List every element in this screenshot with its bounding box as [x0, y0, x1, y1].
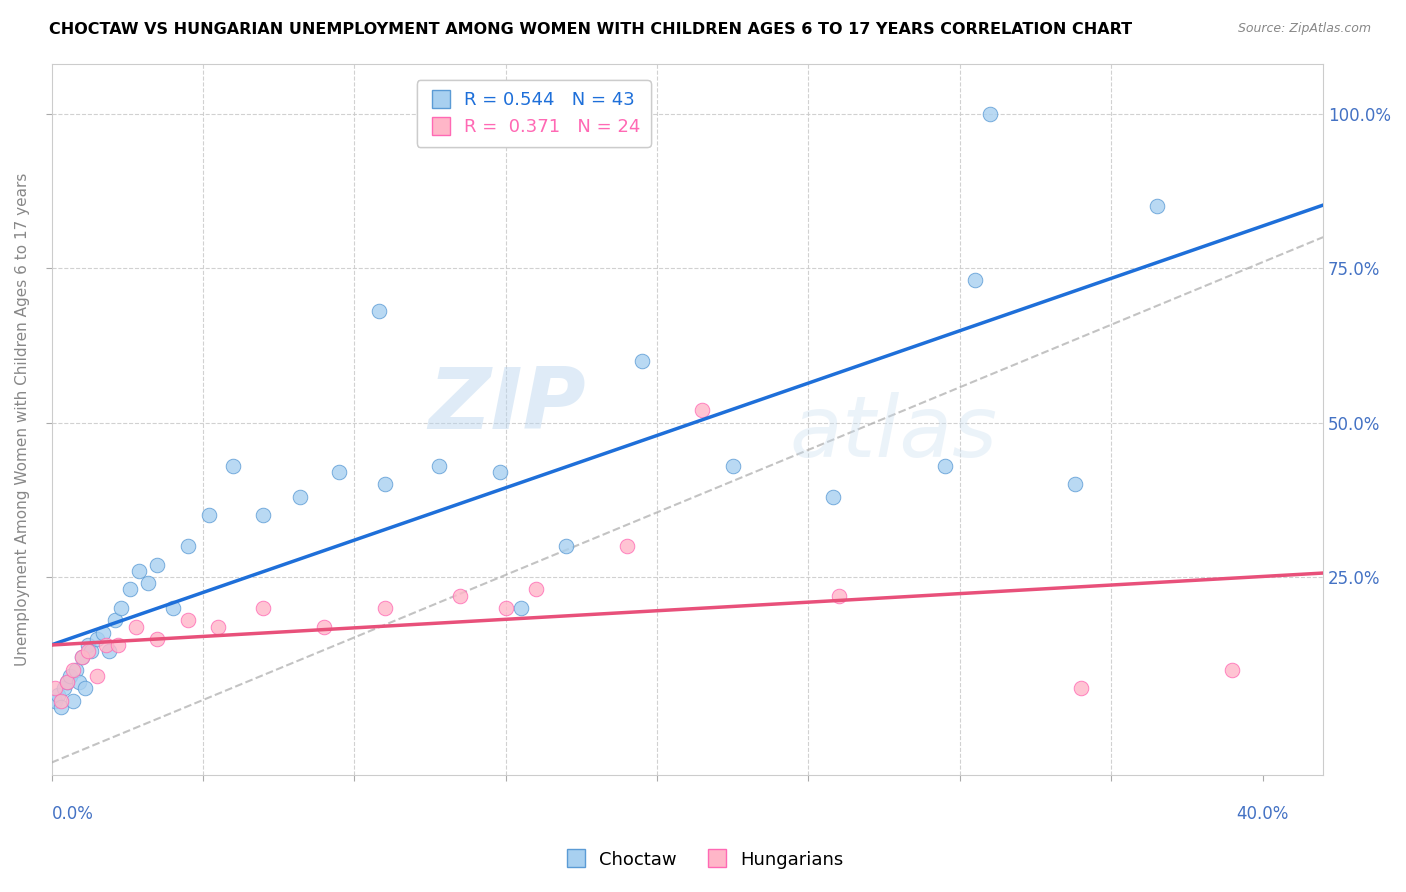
Point — [91, 625, 114, 640]
Point — [125, 619, 148, 633]
Point — [721, 458, 744, 473]
Y-axis label: Unemployment Among Women with Children Ages 6 to 17 years: Unemployment Among Women with Children A… — [15, 173, 30, 666]
Point — [138, 576, 160, 591]
Point — [495, 601, 517, 615]
Legend: R = 0.544   N = 43, R =  0.371   N = 24: R = 0.544 N = 43, R = 0.371 N = 24 — [416, 80, 651, 147]
Point — [98, 644, 121, 658]
Point — [449, 589, 471, 603]
Text: 0.0%: 0.0% — [52, 805, 93, 823]
Point — [107, 638, 129, 652]
Point — [328, 465, 350, 479]
Point — [367, 304, 389, 318]
Text: CHOCTAW VS HUNGARIAN UNEMPLOYMENT AMONG WOMEN WITH CHILDREN AGES 6 TO 17 YEARS C: CHOCTAW VS HUNGARIAN UNEMPLOYMENT AMONG … — [49, 22, 1132, 37]
Point — [288, 490, 311, 504]
Point — [1220, 663, 1243, 677]
Point — [80, 644, 103, 658]
Point — [509, 601, 531, 615]
Point — [67, 675, 90, 690]
Point — [222, 458, 245, 473]
Point — [76, 644, 98, 658]
Point — [128, 564, 150, 578]
Point — [44, 681, 66, 696]
Point — [821, 490, 844, 504]
Point — [120, 582, 142, 597]
Point — [104, 614, 127, 628]
Point — [828, 589, 851, 603]
Point — [94, 638, 117, 652]
Point — [73, 681, 96, 696]
Point — [55, 675, 77, 690]
Point — [55, 675, 77, 690]
Point — [374, 601, 396, 615]
Point — [631, 353, 654, 368]
Point — [52, 681, 75, 696]
Legend: Choctaw, Hungarians: Choctaw, Hungarians — [555, 844, 851, 876]
Point — [146, 632, 169, 646]
Point — [70, 650, 93, 665]
Point — [963, 273, 986, 287]
Point — [62, 663, 84, 677]
Point — [312, 619, 335, 633]
Point — [177, 614, 200, 628]
Point — [252, 508, 274, 523]
Point — [44, 694, 66, 708]
Point — [555, 539, 578, 553]
Point — [1070, 681, 1092, 696]
Point — [616, 539, 638, 553]
Point — [110, 601, 132, 615]
Point — [86, 632, 108, 646]
Point — [46, 688, 69, 702]
Point — [76, 638, 98, 652]
Point — [146, 558, 169, 572]
Text: atlas: atlas — [789, 392, 997, 475]
Point — [198, 508, 221, 523]
Point — [1146, 199, 1168, 213]
Text: Source: ZipAtlas.com: Source: ZipAtlas.com — [1237, 22, 1371, 36]
Point — [524, 582, 547, 597]
Point — [979, 106, 1001, 120]
Point — [692, 403, 714, 417]
Point — [49, 694, 72, 708]
Point — [70, 650, 93, 665]
Text: ZIP: ZIP — [427, 364, 586, 447]
Point — [1063, 477, 1085, 491]
Point — [934, 458, 956, 473]
Point — [374, 477, 396, 491]
Point — [49, 700, 72, 714]
Point — [488, 465, 510, 479]
Point — [162, 601, 184, 615]
Point — [86, 669, 108, 683]
Point — [252, 601, 274, 615]
Text: 40.0%: 40.0% — [1236, 805, 1289, 823]
Point — [177, 539, 200, 553]
Point — [65, 663, 87, 677]
Point — [207, 619, 229, 633]
Point — [427, 458, 450, 473]
Point — [59, 669, 82, 683]
Point — [62, 694, 84, 708]
